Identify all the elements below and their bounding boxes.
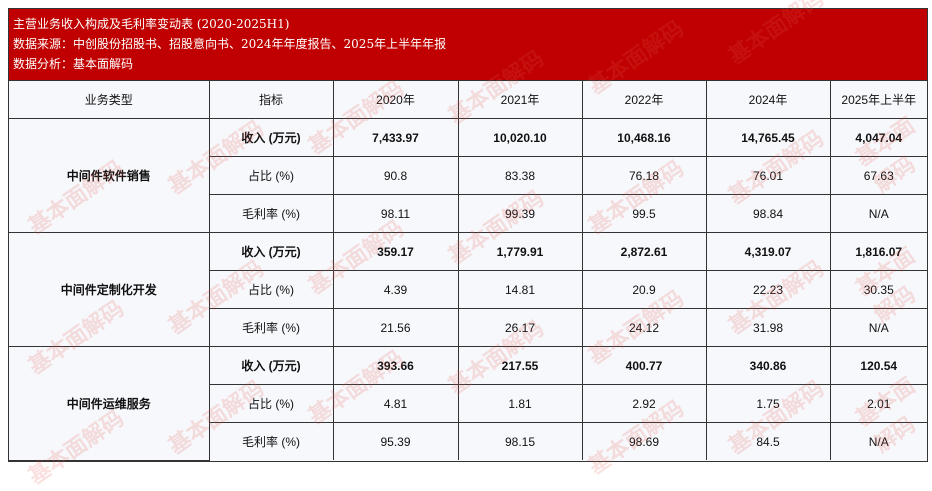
- value-cell: 98.11: [332, 194, 459, 233]
- table-row: 毛利率 (%) 95.39 98.15 98.69 84.5 N/A: [9, 422, 927, 460]
- table-row: 中间件定制化开发 收入 (万元) 359.17 1,779.91 2,872.61 4,3…: [9, 232, 927, 347]
- value-cell: 4.39: [332, 270, 459, 309]
- table-row: 占比 (%) 4.39 14.81 20.9 22.23 30.35: [9, 270, 927, 309]
- value-cell: 31.98: [705, 308, 831, 347]
- value-cell: 400.77: [581, 346, 707, 385]
- value-cell: 359.17: [332, 232, 459, 271]
- revenue-table: 业务类型 指标 2020年 2021年 2022年 2024年 2025年上半年 中间件软件…: [9, 81, 927, 461]
- value-cell: 4,047.04: [829, 118, 927, 157]
- metric-cell: 占比 (%): [209, 384, 334, 423]
- metric-cell: 收入 (万元): [208, 118, 334, 157]
- value-cell: 1,779.91: [457, 232, 583, 271]
- value-cell: 95.39: [332, 422, 459, 460]
- value-cell: 98.15: [457, 422, 583, 460]
- column-header: 2021年: [457, 81, 583, 119]
- value-cell: 2.92: [581, 384, 707, 423]
- value-cell: 393.66: [332, 346, 459, 385]
- table-row: 中间件软件销售 收入 (万元) 7,433.97 10,020.10 10,468.16…: [9, 118, 927, 233]
- value-cell: 76.18: [581, 156, 707, 195]
- metric-cell: 毛利率 (%): [209, 422, 334, 460]
- value-cell: 10,020.10: [457, 118, 583, 157]
- value-cell: 30.35: [829, 270, 927, 309]
- value-cell: 76.01: [705, 156, 831, 195]
- table-row: 占比 (%) 4.81 1.81 2.92 1.75 2.01: [9, 384, 927, 423]
- metric-cell: 收入 (万元): [208, 346, 334, 385]
- value-cell: 20.9: [581, 270, 707, 309]
- metric-cell: 毛利率 (%): [209, 194, 334, 233]
- value-cell: 340.86: [705, 346, 831, 385]
- value-cell: N/A: [829, 194, 927, 233]
- value-cell: 14,765.45: [705, 118, 831, 157]
- value-cell: 1.81: [457, 384, 583, 423]
- table-row: 毛利率 (%) 21.56 26.17 24.12 31.98 N/A: [9, 308, 927, 347]
- value-cell: 98.69: [581, 422, 707, 460]
- table-header: 主营业务收入构成及毛利率变动表 (2020-2025H1) 数据来源：中创股份招…: [9, 9, 927, 81]
- column-header: 指标: [208, 81, 334, 119]
- value-cell: 2,872.61: [581, 232, 707, 271]
- value-cell: 217.55: [457, 346, 583, 385]
- value-cell: 26.17: [457, 308, 583, 347]
- value-cell: 84.5: [705, 422, 831, 460]
- business-type-cell: 中间件软件销售: [9, 118, 210, 233]
- column-header: 2022年: [581, 81, 707, 119]
- table-row: 毛利率 (%) 98.11 99.39 99.5 98.84 N/A: [9, 194, 927, 233]
- value-cell: 1.75: [705, 384, 831, 423]
- value-cell: 4,319.07: [705, 232, 831, 271]
- value-cell: N/A: [829, 422, 927, 460]
- revenue-table-card: 主营业务收入构成及毛利率变动表 (2020-2025H1) 数据来源：中创股份招…: [8, 8, 928, 462]
- value-cell: 83.38: [457, 156, 583, 195]
- metric-cell: 毛利率 (%): [209, 308, 334, 347]
- value-cell: 24.12: [581, 308, 707, 347]
- value-cell: 1,816.07: [829, 232, 927, 271]
- column-header: 2025年上半年: [829, 81, 927, 119]
- metric-cell: 收入 (万元): [208, 232, 334, 271]
- column-header-row: 业务类型 指标 2020年 2021年 2022年 2024年 2025年上半年: [9, 81, 927, 119]
- metric-cell: 占比 (%): [209, 270, 334, 309]
- value-cell: 2.01: [829, 384, 927, 423]
- value-cell: 99.5: [581, 194, 707, 233]
- value-cell: 4.81: [332, 384, 459, 423]
- value-cell: 90.8: [332, 156, 459, 195]
- column-header: 2020年: [332, 81, 459, 119]
- data-source: 数据来源：中创股份招股书、招股意向书、2024年年度报告、2025年上半年年报: [13, 37, 447, 51]
- value-cell: 67.63: [829, 156, 927, 195]
- value-cell: N/A: [829, 308, 927, 347]
- value-cell: 7,433.97: [332, 118, 459, 157]
- metric-cell: 占比 (%): [209, 156, 334, 195]
- value-cell: 98.84: [705, 194, 831, 233]
- column-header: 业务类型: [9, 81, 210, 119]
- data-analysis: 数据分析：基本面解码: [13, 57, 134, 71]
- value-cell: 22.23: [705, 270, 831, 309]
- business-type-cell: 中间件运维服务: [9, 346, 210, 461]
- table-title: 主营业务收入构成及毛利率变动表 (2020-2025H1): [13, 17, 290, 31]
- column-header: 2024年: [705, 81, 831, 119]
- table-row: 中间件运维服务 收入 (万元) 393.66 217.55 400.77 340.86 12…: [9, 346, 927, 461]
- business-type-cell: 中间件定制化开发: [9, 232, 210, 347]
- value-cell: 120.54: [829, 346, 927, 385]
- value-cell: 14.81: [457, 270, 583, 309]
- value-cell: 21.56: [332, 308, 459, 347]
- value-cell: 99.39: [457, 194, 583, 233]
- value-cell: 10,468.16: [581, 118, 707, 157]
